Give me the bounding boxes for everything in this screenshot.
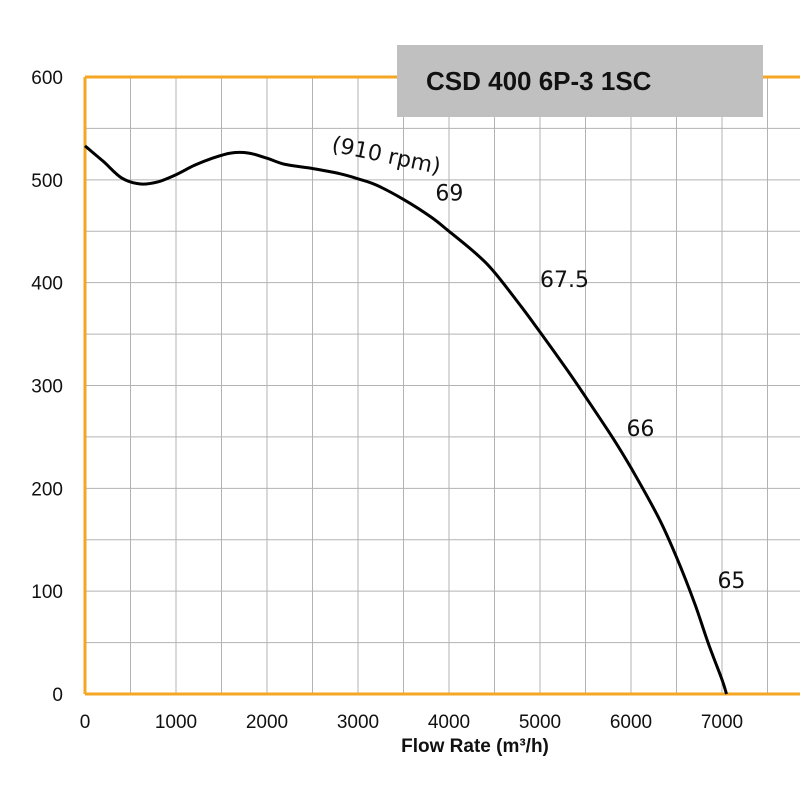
series-layer <box>84 144 728 695</box>
x-axis-label: Flow Rate (m³/h) <box>401 736 549 757</box>
y-tick-label: 400 <box>31 274 63 295</box>
x-tick-label: 6000 <box>610 712 652 733</box>
curve-annotation: 65 <box>717 569 745 594</box>
y-tick-label: 500 <box>31 171 63 192</box>
y-tick-label: 100 <box>31 582 63 603</box>
x-tick-label: 3000 <box>337 712 379 733</box>
curve-annotation: 66 <box>626 417 654 442</box>
y-tick-label: 0 <box>52 685 63 706</box>
annotation-layer: (910 rpm)69 67.5 66 65 <box>329 132 745 594</box>
y-tick-label: 200 <box>31 479 63 500</box>
x-tick-label: 5000 <box>519 712 561 733</box>
pressure-curve <box>84 144 728 695</box>
x-tick-label: 4000 <box>428 712 470 733</box>
curve-annotation: (910 rpm) <box>329 132 442 179</box>
x-tick-label: 0 <box>80 712 91 733</box>
y-tick-label: 600 <box>31 68 63 89</box>
tick-labels: 0100020003000400050006000700080100200300… <box>31 68 743 733</box>
y-tick-label: 300 <box>31 377 63 398</box>
chart-title-box: CSD 400 6P-3 1SC <box>397 45 763 117</box>
curve-annotation: 69 <box>435 181 463 206</box>
x-tick-label: 2000 <box>246 712 288 733</box>
curve-annotation: 67.5 <box>540 268 589 293</box>
x-tick-label: 7000 <box>701 712 743 733</box>
title-background <box>397 45 763 117</box>
chart-title: CSD 400 6P-3 1SC <box>426 66 652 96</box>
x-tick-label: 1000 <box>155 712 197 733</box>
